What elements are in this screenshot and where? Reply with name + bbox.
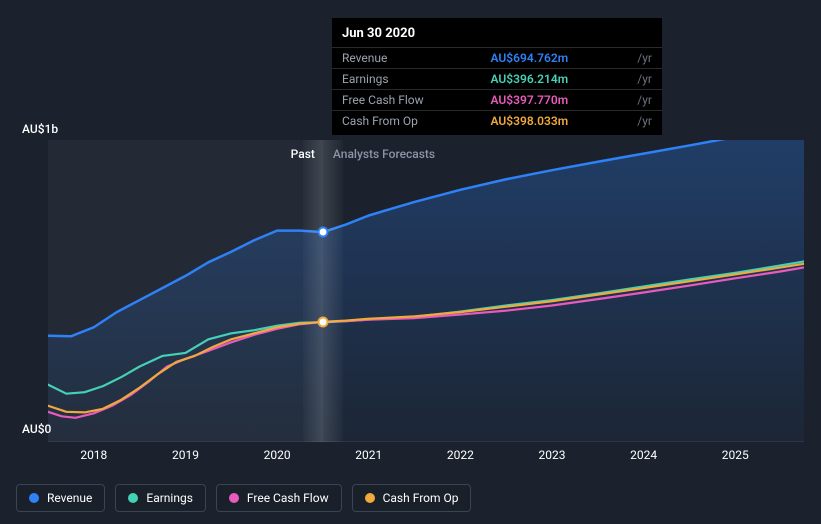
tooltip-row-0: RevenueAU$694.762m/yr [332,48,662,69]
legend-item-label: Revenue [47,491,92,505]
legend-item-earnings[interactable]: Earnings [115,484,206,512]
legend-item-label: Free Cash Flow [247,491,329,505]
x-tick-2020: 2020 [264,448,291,462]
hover-tooltip: Jun 30 2020 RevenueAU$694.762m/yrEarning… [332,18,662,135]
legend-item-label: Earnings [146,491,193,505]
legend-item-cfo[interactable]: Cash From Op [352,484,472,512]
tooltip-row-label: Revenue [332,48,481,69]
legend-item-label: Cash From Op [383,491,459,505]
tooltip-date: Jun 30 2020 [332,26,662,47]
tooltip-row-label: Cash From Op [332,111,481,132]
tooltip-row-unit: /yr [627,111,662,132]
tooltip-row-value: AU$397.770m [481,90,628,111]
tooltip-row-value: AU$398.033m [481,111,628,132]
x-tick-2025: 2025 [722,448,749,462]
legend-item-fcf[interactable]: Free Cash Flow [216,484,342,512]
x-tick-2018: 2018 [80,448,107,462]
financials-chart: AU$1b AU$0 Past Analysts Forecasts 2018 2… [0,0,821,524]
tooltip-row-unit: /yr [627,48,662,69]
legend-dot-icon [29,493,39,503]
tooltip-row-3: Cash From OpAU$398.033m/yr [332,111,662,132]
x-tick-2023: 2023 [539,448,566,462]
legend: Revenue Earnings Free Cash Flow Cash From O… [16,484,471,512]
tooltip-row-1: EarningsAU$396.214m/yr [332,69,662,90]
x-tick-2022: 2022 [447,448,474,462]
y-axis-bottom-label: AU$0 [22,422,51,436]
tooltip-row-2: Free Cash FlowAU$397.770m/yr [332,90,662,111]
tooltip-row-value: AU$694.762m [481,48,628,69]
tooltip-row-unit: /yr [627,69,662,90]
region-label-future: Analysts Forecasts [333,147,435,161]
region-label-past: Past [291,147,315,161]
legend-dot-icon [229,493,239,503]
tooltip-row-value: AU$396.214m [481,69,628,90]
legend-dot-icon [365,493,375,503]
legend-dot-icon [128,493,138,503]
legend-item-revenue[interactable]: Revenue [16,484,105,512]
x-tick-2024: 2024 [630,448,657,462]
y-axis-top-label: AU$1b [22,122,58,136]
tooltip-row-unit: /yr [627,90,662,111]
x-tick-2019: 2019 [172,448,199,462]
tooltip-row-label: Earnings [332,69,481,90]
tooltip-row-label: Free Cash Flow [332,90,481,111]
x-tick-2021: 2021 [355,448,382,462]
plot-area[interactable]: Past Analysts Forecasts [48,140,804,442]
